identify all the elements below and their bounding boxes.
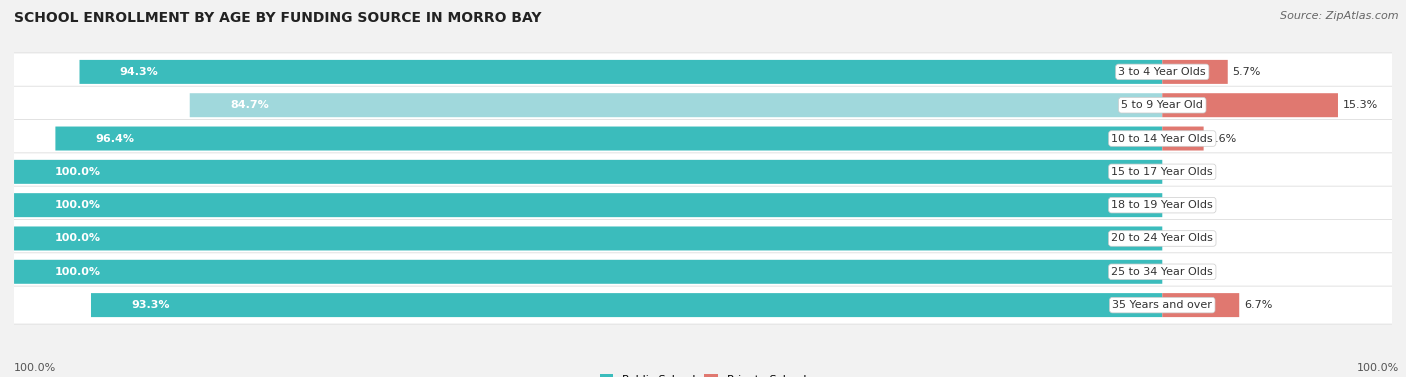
Text: 93.3%: 93.3%: [131, 300, 170, 310]
Text: 96.4%: 96.4%: [96, 133, 135, 144]
Text: Source: ZipAtlas.com: Source: ZipAtlas.com: [1281, 11, 1399, 21]
Text: 0.0%: 0.0%: [1171, 233, 1199, 244]
Text: 15 to 17 Year Olds: 15 to 17 Year Olds: [1112, 167, 1213, 177]
Text: 6.7%: 6.7%: [1244, 300, 1272, 310]
Legend: Public School, Private School: Public School, Private School: [595, 370, 811, 377]
Text: 100.0%: 100.0%: [55, 200, 100, 210]
Text: 100.0%: 100.0%: [14, 363, 56, 373]
Text: 100.0%: 100.0%: [1357, 363, 1399, 373]
FancyBboxPatch shape: [8, 53, 1398, 91]
Text: 5.7%: 5.7%: [1232, 67, 1261, 77]
Text: 94.3%: 94.3%: [120, 67, 159, 77]
Text: 20 to 24 Year Olds: 20 to 24 Year Olds: [1111, 233, 1213, 244]
FancyBboxPatch shape: [1163, 127, 1204, 150]
Text: SCHOOL ENROLLMENT BY AGE BY FUNDING SOURCE IN MORRO BAY: SCHOOL ENROLLMENT BY AGE BY FUNDING SOUR…: [14, 11, 541, 25]
FancyBboxPatch shape: [14, 193, 1163, 217]
Text: 84.7%: 84.7%: [231, 100, 269, 110]
FancyBboxPatch shape: [1163, 293, 1239, 317]
Text: 0.0%: 0.0%: [1171, 200, 1199, 210]
Text: 100.0%: 100.0%: [55, 167, 100, 177]
FancyBboxPatch shape: [80, 60, 1163, 84]
FancyBboxPatch shape: [190, 93, 1163, 117]
FancyBboxPatch shape: [8, 120, 1398, 158]
Text: 5 to 9 Year Old: 5 to 9 Year Old: [1122, 100, 1204, 110]
Text: 100.0%: 100.0%: [55, 267, 100, 277]
FancyBboxPatch shape: [8, 86, 1398, 124]
Text: 35 Years and over: 35 Years and over: [1112, 300, 1212, 310]
FancyBboxPatch shape: [1163, 93, 1339, 117]
FancyBboxPatch shape: [8, 186, 1398, 224]
Text: 10 to 14 Year Olds: 10 to 14 Year Olds: [1112, 133, 1213, 144]
Text: 0.0%: 0.0%: [1171, 267, 1199, 277]
FancyBboxPatch shape: [55, 127, 1163, 150]
FancyBboxPatch shape: [8, 153, 1398, 191]
Text: 3 to 4 Year Olds: 3 to 4 Year Olds: [1119, 67, 1206, 77]
Text: 100.0%: 100.0%: [55, 233, 100, 244]
Text: 15.3%: 15.3%: [1343, 100, 1378, 110]
FancyBboxPatch shape: [8, 219, 1398, 257]
FancyBboxPatch shape: [14, 227, 1163, 250]
FancyBboxPatch shape: [14, 160, 1163, 184]
Text: 3.6%: 3.6%: [1208, 133, 1236, 144]
Text: 25 to 34 Year Olds: 25 to 34 Year Olds: [1111, 267, 1213, 277]
Text: 0.0%: 0.0%: [1171, 167, 1199, 177]
Text: 18 to 19 Year Olds: 18 to 19 Year Olds: [1111, 200, 1213, 210]
FancyBboxPatch shape: [1163, 60, 1227, 84]
FancyBboxPatch shape: [8, 253, 1398, 291]
FancyBboxPatch shape: [91, 293, 1163, 317]
FancyBboxPatch shape: [14, 260, 1163, 284]
FancyBboxPatch shape: [8, 286, 1398, 324]
